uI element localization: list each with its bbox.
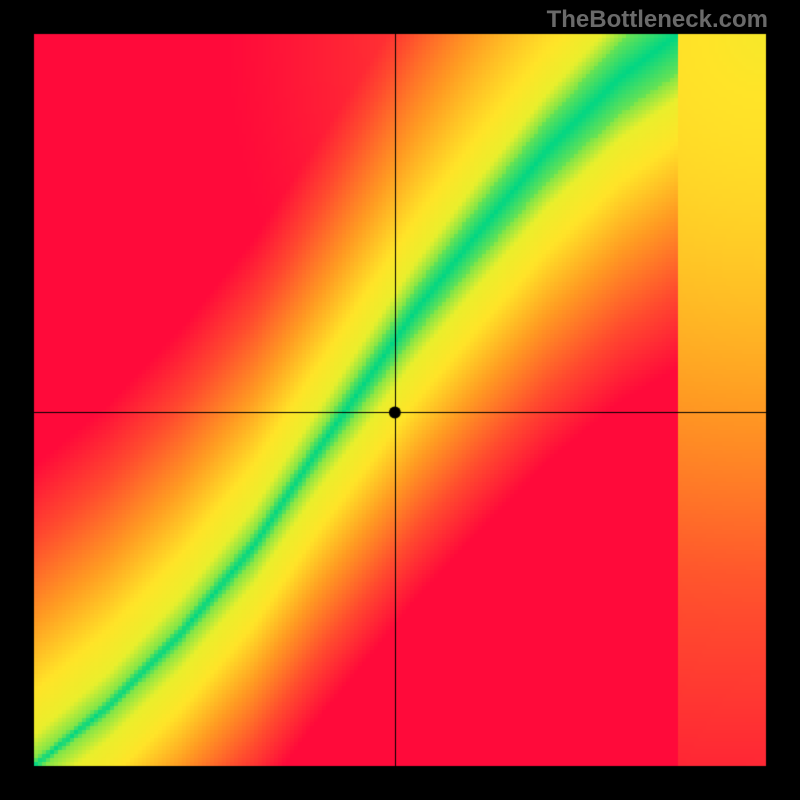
bottleneck-heatmap-canvas bbox=[0, 0, 800, 800]
watermark-text: TheBottleneck.com bbox=[547, 6, 768, 34]
chart-container: TheBottleneck.com bbox=[0, 0, 800, 800]
